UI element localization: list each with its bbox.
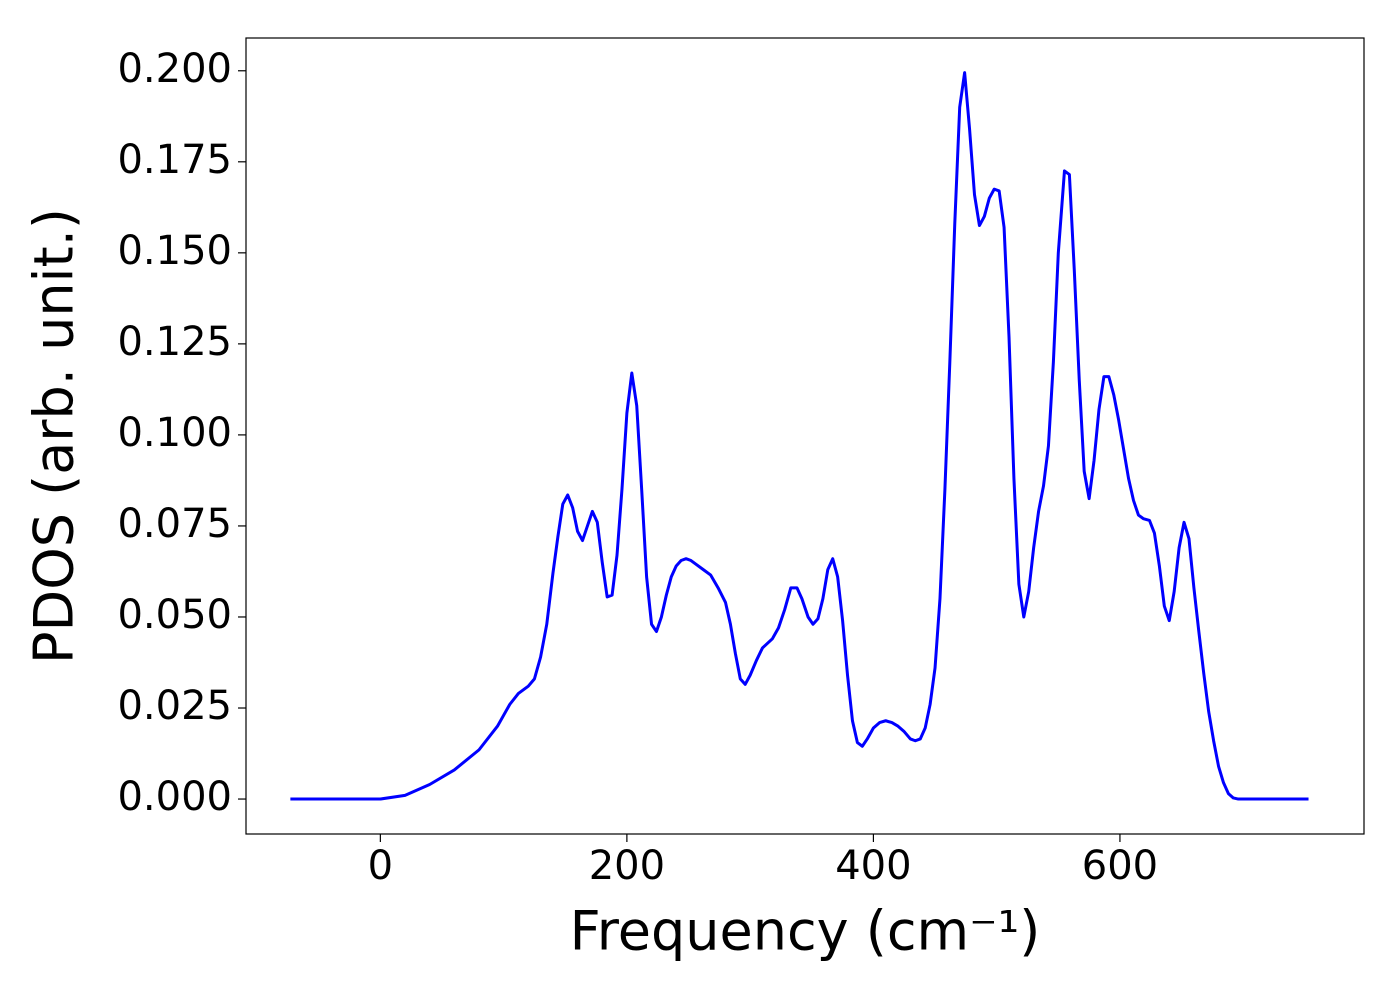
data-line <box>290 71 1309 801</box>
y-tick-label: 0.100 <box>117 410 232 456</box>
y-tick-label: 0.025 <box>117 683 232 729</box>
x-tick-label: 0 <box>368 843 393 889</box>
y-tick-label: 0.200 <box>117 46 232 92</box>
y-tick-label: 0.050 <box>117 592 232 638</box>
y-tick-label: 0.175 <box>117 137 232 183</box>
y-tick-label: 0.075 <box>117 501 232 547</box>
x-axis-label: Frequency (cm⁻¹) <box>570 900 1041 963</box>
y-axis-label: PDOS (arb. unit.) <box>23 208 86 664</box>
y-tick-label: 0.150 <box>117 228 232 274</box>
x-tick-label: 200 <box>589 843 665 889</box>
y-tick-label: 0.000 <box>117 774 232 820</box>
x-tick-label: 600 <box>1082 843 1158 889</box>
y-tick-label: 0.125 <box>117 319 232 365</box>
x-tick-label: 400 <box>835 843 911 889</box>
plot-frame <box>245 37 1365 835</box>
